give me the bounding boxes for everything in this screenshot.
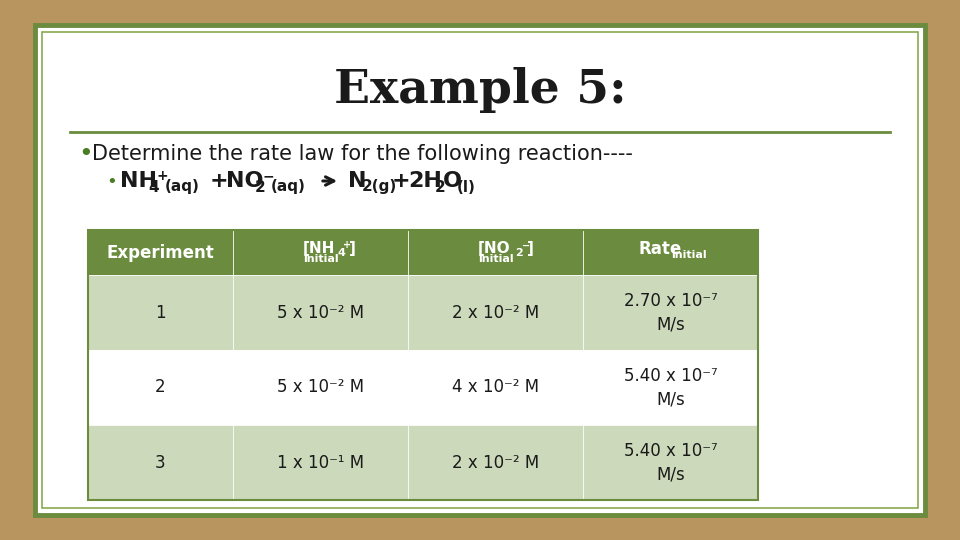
Text: Rate: Rate — [638, 240, 683, 259]
Text: 4: 4 — [338, 247, 346, 258]
Text: 2 x 10⁻² M: 2 x 10⁻² M — [452, 454, 540, 471]
Bar — [233, 425, 408, 500]
Text: NH: NH — [120, 171, 157, 191]
Bar — [88, 230, 233, 275]
Text: 5.40 x 10⁻⁷
M/s: 5.40 x 10⁻⁷ M/s — [624, 442, 717, 483]
Text: +: + — [156, 169, 168, 183]
Text: (l): (l) — [457, 179, 476, 194]
Text: 2: 2 — [516, 247, 523, 258]
Text: 2: 2 — [156, 379, 166, 396]
Bar — [583, 275, 758, 350]
Text: initial: initial — [302, 254, 338, 265]
Text: ]: ] — [526, 241, 534, 256]
Text: 3: 3 — [156, 454, 166, 471]
Bar — [408, 230, 583, 275]
Text: 4 x 10⁻² M: 4 x 10⁻² M — [452, 379, 540, 396]
Text: 2: 2 — [255, 179, 266, 194]
Text: 2 x 10⁻² M: 2 x 10⁻² M — [452, 303, 540, 321]
Text: (aq): (aq) — [165, 179, 200, 194]
Bar — [233, 230, 408, 275]
Text: −: − — [521, 240, 530, 251]
Text: 1: 1 — [156, 303, 166, 321]
Text: Determine the rate law for the following reaction----: Determine the rate law for the following… — [92, 144, 633, 164]
Text: 5.40 x 10⁻⁷
M/s: 5.40 x 10⁻⁷ M/s — [624, 367, 717, 408]
Bar — [233, 350, 408, 425]
Text: •: • — [78, 142, 93, 166]
Text: ]: ] — [348, 241, 355, 256]
Text: 2(g): 2(g) — [362, 179, 397, 194]
Bar — [88, 230, 758, 500]
Bar — [88, 350, 233, 425]
Bar — [88, 275, 233, 350]
Bar — [408, 275, 583, 350]
Bar — [42, 32, 918, 508]
Text: 5 x 10⁻² M: 5 x 10⁻² M — [276, 379, 364, 396]
Text: 4: 4 — [148, 179, 158, 194]
Text: N: N — [348, 171, 367, 191]
Text: 2: 2 — [435, 179, 445, 194]
Text: −: − — [263, 169, 275, 183]
Text: Example 5:: Example 5: — [334, 67, 626, 113]
Text: O: O — [443, 171, 462, 191]
Bar — [408, 350, 583, 425]
Bar — [583, 230, 758, 275]
Bar — [408, 425, 583, 500]
Bar — [233, 275, 408, 350]
Text: 2.70 x 10⁻⁷
M/s: 2.70 x 10⁻⁷ M/s — [624, 292, 717, 333]
Text: initial: initial — [478, 254, 514, 265]
Text: [NH: [NH — [302, 241, 335, 256]
Text: 2H: 2H — [408, 171, 442, 191]
Text: initial: initial — [671, 251, 707, 260]
Text: NO: NO — [226, 171, 263, 191]
Text: 1 x 10⁻¹ M: 1 x 10⁻¹ M — [276, 454, 364, 471]
Text: Experiment: Experiment — [107, 244, 214, 261]
Text: +: + — [392, 171, 411, 191]
Bar — [583, 425, 758, 500]
Text: 5 x 10⁻² M: 5 x 10⁻² M — [276, 303, 364, 321]
Bar — [583, 350, 758, 425]
Text: +: + — [210, 171, 228, 191]
Bar — [88, 425, 233, 500]
Text: +: + — [344, 240, 351, 251]
Text: (aq): (aq) — [271, 179, 306, 194]
Text: [NO: [NO — [477, 241, 510, 256]
Text: •: • — [106, 173, 117, 191]
